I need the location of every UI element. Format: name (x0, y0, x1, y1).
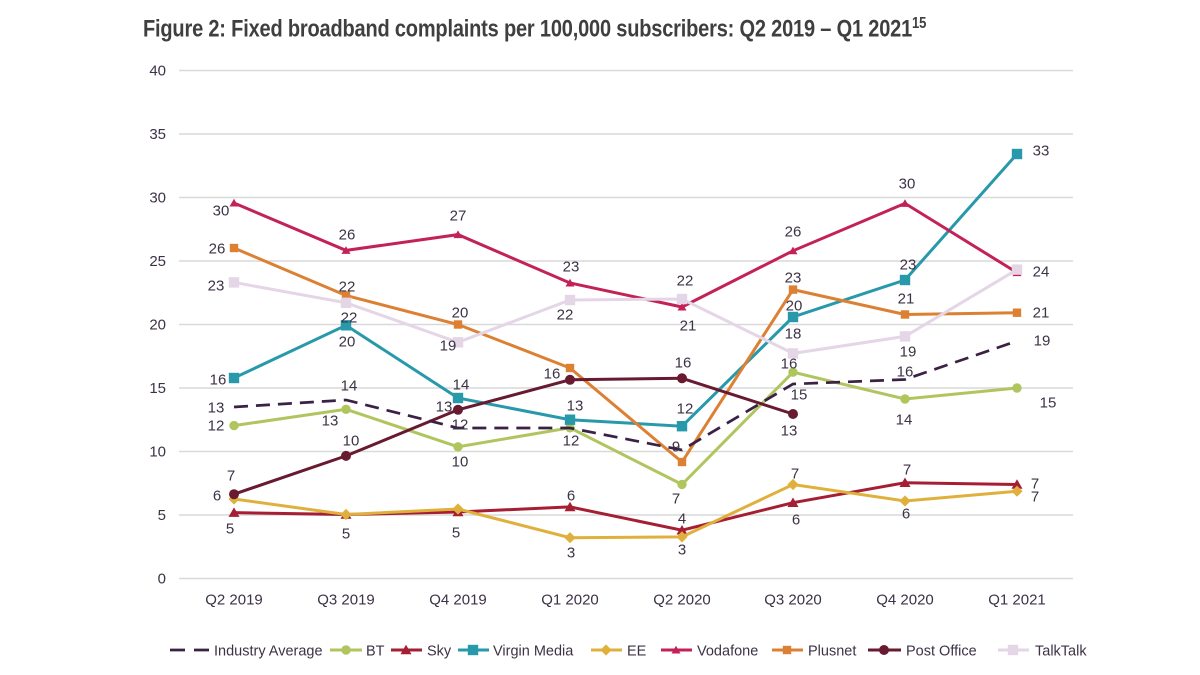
svg-text:20: 20 (452, 304, 469, 321)
svg-text:20: 20 (786, 297, 803, 314)
svg-text:7: 7 (1031, 475, 1039, 492)
svg-text:26: 26 (209, 240, 226, 257)
svg-text:13: 13 (436, 398, 453, 415)
svg-text:23: 23 (208, 277, 225, 294)
svg-text:14: 14 (341, 377, 358, 394)
svg-text:7: 7 (791, 465, 799, 482)
svg-text:Industry Average: Industry Average (214, 643, 323, 659)
svg-text:40: 40 (149, 62, 166, 79)
svg-text:7: 7 (672, 490, 680, 507)
svg-text:14: 14 (896, 411, 913, 428)
svg-text:0: 0 (158, 570, 166, 587)
svg-text:25: 25 (149, 253, 166, 270)
svg-text:13: 13 (208, 399, 225, 416)
svg-text:Post Office: Post Office (906, 643, 977, 659)
svg-text:15: 15 (149, 380, 166, 397)
svg-text:12: 12 (563, 432, 580, 449)
svg-text:Q3 2019: Q3 2019 (317, 592, 375, 609)
svg-text:10: 10 (343, 432, 360, 449)
svg-text:Plusnet: Plusnet (808, 643, 856, 659)
svg-text:30: 30 (213, 202, 230, 219)
svg-text:Sky: Sky (427, 643, 452, 659)
svg-text:Q1 2021: Q1 2021 (988, 592, 1046, 609)
svg-text:23: 23 (785, 269, 802, 286)
svg-text:24: 24 (1033, 263, 1050, 280)
svg-text:6: 6 (213, 487, 221, 504)
svg-text:BT: BT (366, 643, 385, 659)
svg-text:5: 5 (452, 524, 460, 541)
svg-text:4: 4 (678, 510, 686, 527)
svg-text:6: 6 (792, 511, 800, 528)
svg-text:7: 7 (227, 467, 235, 484)
svg-text:19: 19 (900, 343, 917, 360)
svg-text:21: 21 (1033, 304, 1050, 321)
svg-text:26: 26 (339, 226, 356, 243)
svg-text:16: 16 (210, 371, 227, 388)
svg-text:Virgin Media: Virgin Media (493, 643, 574, 659)
svg-text:14: 14 (453, 376, 470, 393)
svg-text:19: 19 (1034, 332, 1051, 349)
svg-text:TalkTalk: TalkTalk (1035, 643, 1087, 659)
svg-text:13: 13 (322, 412, 339, 429)
svg-text:10: 10 (452, 453, 469, 470)
svg-text:7: 7 (903, 461, 911, 478)
svg-text:Q3 2020: Q3 2020 (764, 592, 822, 609)
svg-text:5: 5 (158, 507, 166, 524)
svg-text:6: 6 (902, 505, 910, 522)
svg-text:16: 16 (544, 365, 561, 382)
svg-text:Vodafone: Vodafone (697, 643, 758, 659)
svg-text:21: 21 (680, 317, 697, 334)
svg-text:Q4 2019: Q4 2019 (429, 592, 487, 609)
svg-text:3: 3 (678, 541, 686, 558)
svg-text:5: 5 (226, 520, 234, 537)
svg-text:Q2 2019: Q2 2019 (205, 592, 263, 609)
svg-text:23: 23 (900, 256, 917, 273)
svg-text:23: 23 (563, 258, 580, 275)
svg-text:12: 12 (452, 416, 469, 433)
svg-text:20: 20 (149, 316, 166, 333)
svg-text:22: 22 (557, 306, 574, 323)
svg-text:22: 22 (341, 309, 358, 326)
svg-text:13: 13 (781, 422, 798, 439)
svg-text:Q4 2020: Q4 2020 (876, 592, 934, 609)
svg-text:30: 30 (149, 189, 166, 206)
svg-text:35: 35 (149, 126, 166, 143)
svg-text:3: 3 (567, 544, 575, 561)
svg-text:10: 10 (149, 443, 166, 460)
svg-text:5: 5 (342, 525, 350, 542)
svg-text:9: 9 (672, 438, 680, 455)
svg-text:Q1 2020: Q1 2020 (541, 592, 599, 609)
svg-text:18: 18 (785, 325, 802, 342)
svg-text:16: 16 (781, 355, 798, 372)
svg-text:22: 22 (339, 278, 356, 295)
svg-text:12: 12 (677, 400, 694, 417)
svg-text:16: 16 (897, 363, 914, 380)
svg-text:Q2 2020: Q2 2020 (653, 592, 711, 609)
svg-text:16: 16 (675, 354, 692, 371)
svg-text:15: 15 (791, 386, 808, 403)
svg-text:20: 20 (339, 333, 356, 350)
svg-text:6: 6 (567, 487, 575, 504)
svg-text:27: 27 (450, 207, 467, 224)
svg-text:12: 12 (208, 417, 225, 434)
svg-text:EE: EE (627, 643, 647, 659)
svg-text:Figure 2: Fixed broadband comp: Figure 2: Fixed broadband complaints per… (143, 15, 926, 42)
svg-text:15: 15 (1040, 394, 1057, 411)
svg-text:21: 21 (898, 290, 915, 307)
svg-text:33: 33 (1033, 142, 1050, 159)
svg-text:19: 19 (440, 337, 457, 354)
svg-text:13: 13 (567, 397, 584, 414)
svg-text:26: 26 (785, 223, 802, 240)
svg-text:22: 22 (677, 272, 694, 289)
svg-text:7: 7 (1031, 488, 1039, 505)
svg-text:30: 30 (899, 175, 916, 192)
